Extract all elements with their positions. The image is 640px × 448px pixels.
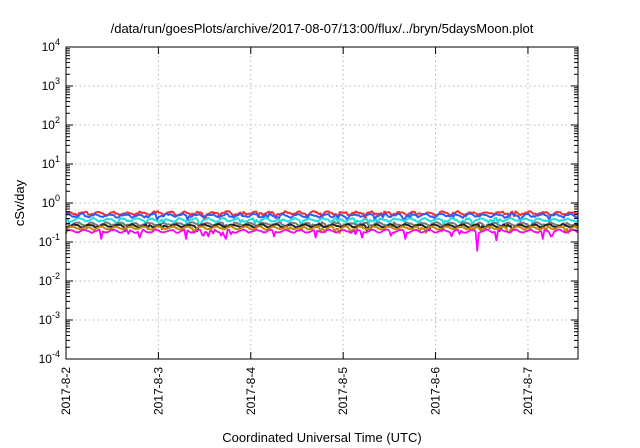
y-tick-label: 10-3 — [39, 310, 60, 327]
x-tick-label: 2017-8-2 — [59, 367, 73, 415]
y-tick-base: 10 — [39, 352, 53, 366]
y-tick-base: 10 — [39, 274, 53, 288]
series-line-6 — [65, 225, 579, 235]
y-tick-label: 10-2 — [39, 271, 60, 288]
x-tick-label: 2017-8-5 — [336, 367, 350, 415]
series-line-3 — [65, 216, 579, 227]
series-group — [65, 210, 579, 252]
y-tick-exponent: 3 — [55, 76, 60, 86]
axis-ticks — [65, 46, 578, 360]
y-tick-exponent: -1 — [52, 232, 60, 242]
x-tick-label: 2017-8-6 — [429, 367, 443, 415]
series-line-5 — [65, 223, 579, 233]
y-tick-label: 10-1 — [39, 232, 60, 249]
x-tick-label: 2017-8-7 — [521, 367, 535, 415]
y-tick-exponent: 0 — [55, 193, 60, 203]
y-tick-exponent: 1 — [55, 154, 60, 164]
y-tick-exponent: 4 — [55, 37, 60, 47]
y-tick-base: 10 — [42, 118, 56, 132]
series-line-4 — [65, 221, 579, 231]
y-tick-exponent: -3 — [52, 310, 60, 320]
y-tick-label: 100 — [42, 193, 60, 210]
y-tick-exponent: 2 — [55, 115, 60, 125]
y-tick-label: 102 — [42, 115, 60, 132]
x-axis-label: Coordinated Universal Time (UTC) — [222, 430, 421, 445]
y-axis-label: cSv/day — [12, 179, 27, 226]
chart-title: /data/run/goesPlots/archive/2017-08-07/1… — [111, 21, 534, 36]
y-tick-label: 10-4 — [39, 349, 60, 366]
y-tick-base: 10 — [39, 235, 53, 249]
x-tick-labels: 2017-8-2 2017-8-3 2017-8-4 2017-8-5 2017-8-6… — [59, 367, 535, 415]
y-tick-label: 101 — [42, 154, 60, 171]
series-line-7 — [65, 228, 579, 252]
y-tick-base: 10 — [42, 40, 56, 54]
x-tick-label: 2017-8-3 — [151, 367, 165, 415]
x-tick-label: 2017-8-4 — [244, 367, 258, 415]
series-line-2 — [65, 212, 579, 222]
y-tick-base: 10 — [42, 157, 56, 171]
y-tick-exponent: -4 — [52, 349, 60, 359]
y-tick-base: 10 — [42, 79, 56, 93]
y-tick-base: 10 — [39, 313, 53, 327]
y-tick-base: 10 — [42, 196, 56, 210]
grid — [66, 47, 578, 359]
y-tick-label: 103 — [42, 76, 60, 93]
y-tick-label: 104 — [42, 37, 60, 54]
y-tick-exponent: -2 — [52, 271, 60, 281]
